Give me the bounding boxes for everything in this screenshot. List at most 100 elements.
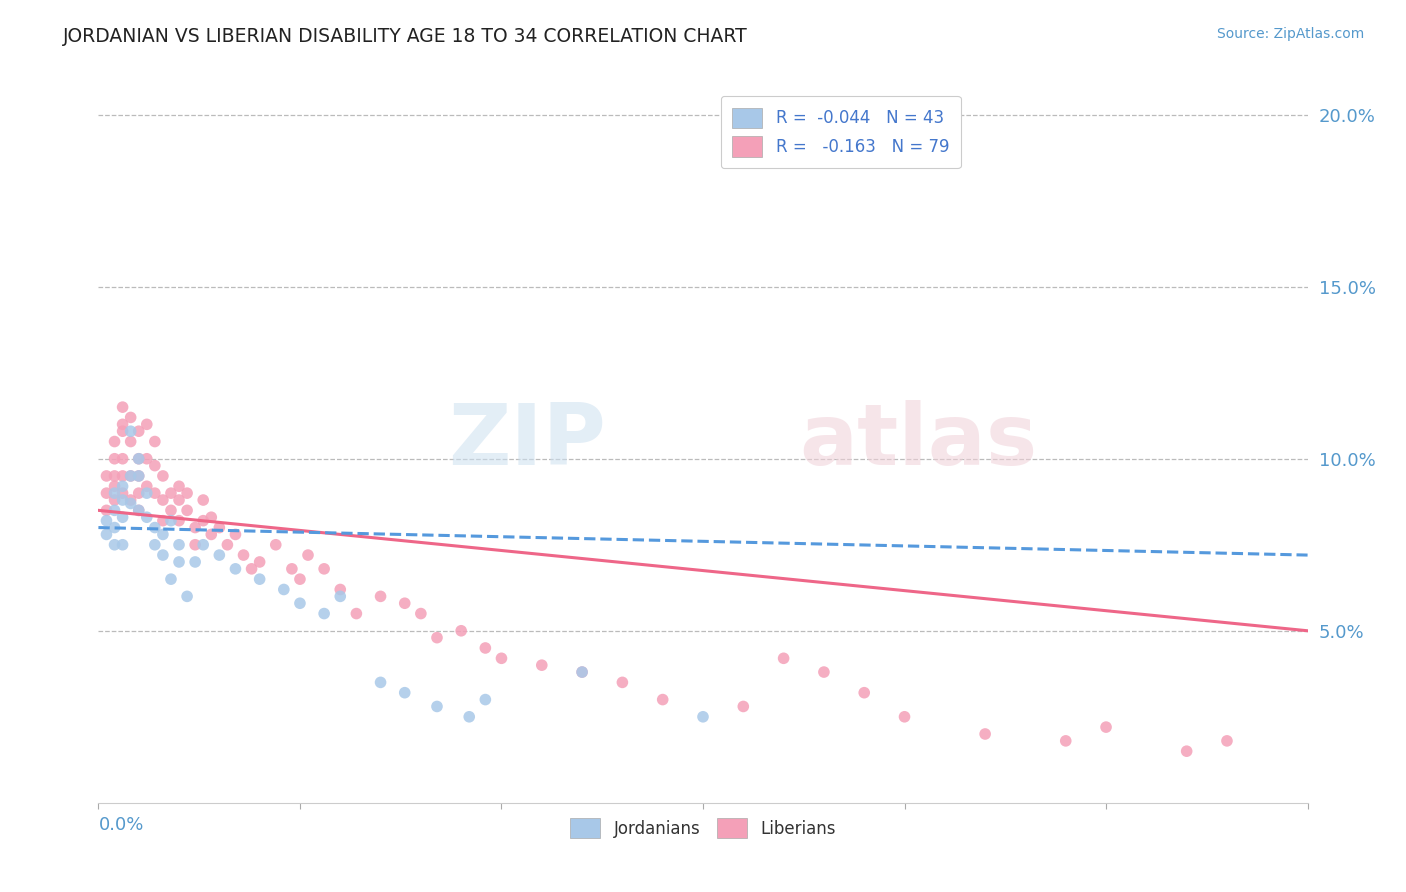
Point (370, 675, 392, 690)
Point (297, 548, 319, 562)
Point (571, 665, 593, 679)
Point (208, 548, 231, 562)
Point (571, 665, 593, 679)
Point (120, 469, 142, 483)
Point (160, 486, 183, 500)
Point (474, 640, 496, 655)
Point (240, 562, 263, 576)
Point (143, 486, 166, 500)
Point (344, 607, 367, 621)
Point (200, 510, 222, 524)
Point (152, 514, 174, 528)
Point (370, 590, 392, 604)
Point (135, 510, 157, 524)
Point (120, 424, 142, 438)
Point (249, 555, 271, 569)
Point (530, 658, 553, 673)
Point (974, 727, 997, 741)
Point (184, 520, 207, 534)
Point (450, 624, 472, 638)
Point (733, 699, 755, 714)
Point (167, 514, 190, 528)
Point (167, 555, 190, 569)
Point (120, 434, 142, 449)
Point (120, 493, 142, 508)
Point (491, 651, 513, 665)
Point (329, 582, 352, 597)
Text: atlas: atlas (800, 400, 1038, 483)
Point (135, 486, 157, 500)
Point (176, 590, 198, 604)
Point (152, 527, 174, 541)
Point (128, 424, 150, 438)
Point (193, 538, 215, 552)
Point (103, 493, 125, 508)
Point (314, 562, 336, 576)
Point (176, 503, 198, 517)
Point (1095, 720, 1118, 734)
Point (120, 469, 142, 483)
Point (152, 548, 174, 562)
Point (103, 451, 125, 466)
Point (651, 692, 673, 706)
Point (135, 451, 157, 466)
Point (692, 710, 714, 724)
Point (111, 400, 134, 414)
Point (96, 469, 118, 483)
Point (152, 469, 174, 483)
Point (314, 607, 336, 621)
Point (111, 538, 134, 552)
Text: ZIP: ZIP (449, 400, 606, 483)
Point (474, 692, 496, 706)
Point (612, 675, 634, 690)
Point (184, 538, 207, 552)
Point (111, 486, 134, 500)
Point (1175, 744, 1198, 758)
Point (111, 479, 134, 493)
Point (160, 572, 183, 586)
Point (143, 520, 166, 534)
Point (184, 555, 207, 569)
Point (128, 451, 150, 466)
Point (893, 710, 915, 724)
Point (128, 451, 150, 466)
Point (160, 514, 183, 528)
Point (135, 479, 157, 493)
Text: JORDANIAN VS LIBERIAN DISABILITY AGE 18 TO 34 CORRELATION CHART: JORDANIAN VS LIBERIAN DISABILITY AGE 18 … (63, 27, 748, 45)
Point (128, 469, 150, 483)
Point (426, 631, 449, 645)
Point (120, 496, 142, 510)
Point (426, 699, 449, 714)
Point (853, 686, 876, 700)
Point (288, 596, 311, 610)
Point (224, 562, 246, 576)
Point (232, 548, 254, 562)
Point (176, 486, 198, 500)
Point (96, 486, 118, 500)
Point (120, 410, 142, 425)
Point (329, 590, 352, 604)
Point (458, 710, 481, 724)
Text: Source: ZipAtlas.com: Source: ZipAtlas.com (1216, 27, 1364, 41)
Point (128, 469, 150, 483)
Point (143, 458, 166, 473)
Point (96, 503, 118, 517)
Point (111, 417, 134, 432)
Point (160, 503, 183, 517)
Point (143, 538, 166, 552)
Point (143, 434, 166, 449)
Point (111, 424, 134, 438)
Point (409, 607, 432, 621)
Point (103, 469, 125, 483)
Point (135, 417, 157, 432)
Point (111, 469, 134, 483)
Point (103, 538, 125, 552)
Point (394, 686, 416, 700)
Point (193, 514, 215, 528)
Point (103, 486, 125, 500)
Point (1054, 734, 1077, 748)
Point (152, 493, 174, 508)
Point (167, 538, 190, 552)
Point (96, 514, 118, 528)
Point (200, 527, 222, 541)
